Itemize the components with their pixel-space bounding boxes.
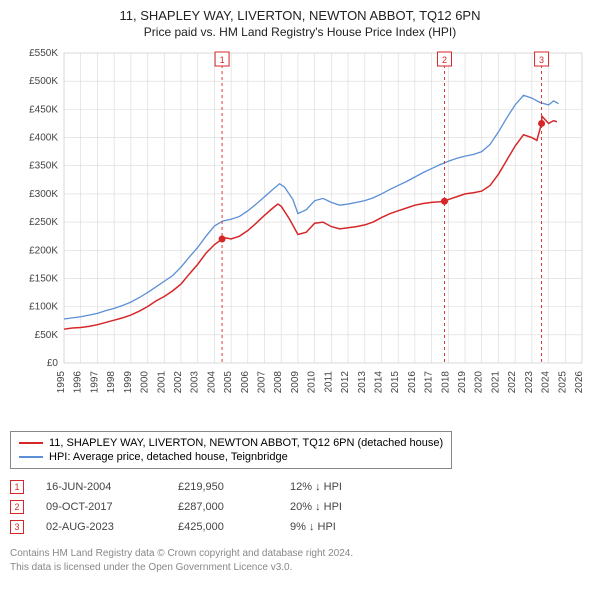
svg-text:1: 1: [220, 55, 225, 65]
svg-text:£0: £0: [47, 358, 59, 369]
sales-table: 1 16-JUN-2004 £219,950 12% ↓ HPI 2 09-OCT-201…: [10, 477, 590, 537]
sale-date: 09-OCT-2017: [46, 501, 156, 513]
svg-text:2: 2: [442, 55, 447, 65]
svg-text:£150K: £150K: [29, 273, 58, 284]
svg-text:2020: 2020: [474, 371, 485, 394]
sales-row: 2 09-OCT-2017 £287,000 20% ↓ HPI: [10, 497, 590, 517]
sale-pct-vs-hpi: 9% ↓ HPI: [290, 521, 380, 533]
svg-text:2016: 2016: [407, 371, 418, 394]
legend-swatch: [19, 442, 43, 444]
legend: 11, SHAPLEY WAY, LIVERTON, NEWTON ABBOT,…: [10, 431, 452, 469]
svg-text:£400K: £400K: [29, 133, 58, 144]
svg-text:2007: 2007: [257, 371, 268, 394]
sale-date: 02-AUG-2023: [46, 521, 156, 533]
svg-text:2023: 2023: [524, 371, 535, 394]
svg-text:2018: 2018: [440, 371, 451, 394]
svg-text:1995: 1995: [56, 371, 67, 394]
svg-text:2004: 2004: [206, 371, 217, 394]
svg-text:1998: 1998: [106, 371, 117, 394]
sales-row: 1 16-JUN-2004 £219,950 12% ↓ HPI: [10, 477, 590, 497]
svg-text:2025: 2025: [557, 371, 568, 394]
svg-text:2002: 2002: [173, 371, 184, 394]
svg-text:2001: 2001: [156, 371, 167, 394]
svg-text:2019: 2019: [457, 371, 468, 394]
footer-line: This data is licensed under the Open Gov…: [10, 561, 590, 575]
svg-text:£350K: £350K: [29, 161, 58, 172]
footer-attribution: Contains HM Land Registry data © Crown c…: [10, 547, 590, 574]
svg-text:£100K: £100K: [29, 302, 58, 313]
svg-text:2026: 2026: [574, 371, 585, 394]
svg-text:£500K: £500K: [29, 76, 58, 87]
chart-area: £0 £50K £100K £150K £200K £250K £300K £350K £400…: [10, 45, 590, 425]
svg-text:3: 3: [539, 55, 544, 65]
title-block: 11, SHAPLEY WAY, LIVERTON, NEWTON ABBOT,…: [10, 8, 590, 39]
svg-text:2022: 2022: [507, 371, 518, 394]
svg-text:2009: 2009: [290, 371, 301, 394]
svg-text:2000: 2000: [140, 371, 151, 394]
svg-text:1996: 1996: [73, 371, 84, 394]
svg-text:2005: 2005: [223, 371, 234, 394]
svg-text:£200K: £200K: [29, 245, 58, 256]
footer-line: Contains HM Land Registry data © Crown c…: [10, 547, 590, 561]
svg-text:£550K: £550K: [29, 48, 58, 59]
legend-row: 11, SHAPLEY WAY, LIVERTON, NEWTON ABBOT,…: [19, 436, 443, 450]
line-chart-svg: £0 £50K £100K £150K £200K £250K £300K £350K £400…: [10, 45, 590, 425]
svg-text:2015: 2015: [390, 371, 401, 394]
svg-text:2014: 2014: [373, 371, 384, 394]
svg-text:£250K: £250K: [29, 217, 58, 228]
sale-marker: 2: [10, 500, 24, 514]
svg-text:1999: 1999: [123, 371, 134, 394]
legend-row: HPI: Average price, detached house, Teig…: [19, 450, 443, 464]
svg-text:1997: 1997: [89, 371, 100, 394]
legend-label: HPI: Average price, detached house, Teig…: [49, 451, 288, 463]
chart-subtitle: Price paid vs. HM Land Registry's House …: [10, 25, 590, 39]
svg-text:2013: 2013: [357, 371, 368, 394]
svg-text:2010: 2010: [307, 371, 318, 394]
chart-title: 11, SHAPLEY WAY, LIVERTON, NEWTON ABBOT,…: [10, 8, 590, 23]
svg-text:2012: 2012: [340, 371, 351, 394]
svg-text:2008: 2008: [273, 371, 284, 394]
svg-text:2006: 2006: [240, 371, 251, 394]
sale-marker: 1: [10, 480, 24, 494]
svg-text:£450K: £450K: [29, 104, 58, 115]
svg-text:2024: 2024: [541, 371, 552, 394]
svg-text:£300K: £300K: [29, 189, 58, 200]
sale-price: £425,000: [178, 521, 268, 533]
svg-text:£50K: £50K: [35, 330, 59, 341]
legend-label: 11, SHAPLEY WAY, LIVERTON, NEWTON ABBOT,…: [49, 437, 443, 449]
sale-price: £287,000: [178, 501, 268, 513]
sales-row: 3 02-AUG-2023 £425,000 9% ↓ HPI: [10, 517, 590, 537]
chart-container: 11, SHAPLEY WAY, LIVERTON, NEWTON ABBOT,…: [0, 0, 600, 584]
svg-text:2021: 2021: [490, 371, 501, 394]
svg-text:2003: 2003: [190, 371, 201, 394]
sale-pct-vs-hpi: 12% ↓ HPI: [290, 481, 380, 493]
svg-text:2017: 2017: [424, 371, 435, 394]
sale-pct-vs-hpi: 20% ↓ HPI: [290, 501, 380, 513]
sale-price: £219,950: [178, 481, 268, 493]
sale-marker: 3: [10, 520, 24, 534]
legend-swatch: [19, 456, 43, 458]
svg-text:2011: 2011: [323, 371, 334, 393]
sale-date: 16-JUN-2004: [46, 481, 156, 493]
